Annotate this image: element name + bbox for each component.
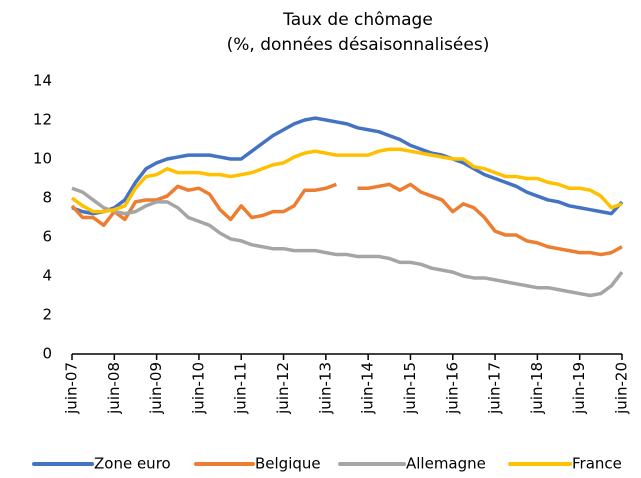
y-tick-label: 12 [33, 111, 52, 129]
x-tick-label: juin-12 [274, 362, 292, 415]
x-tick-label: juin-07 [63, 362, 81, 415]
series-line [357, 182, 623, 257]
x-tick-label: juin-18 [528, 362, 546, 415]
legend-label: Allemagne [406, 455, 486, 473]
y-tick-label: 14 [33, 72, 52, 90]
x-tick-label: juin-16 [443, 362, 461, 415]
x-tick-label: juin-08 [105, 362, 123, 415]
legend-label: Zone euro [94, 455, 171, 473]
y-tick-label: 6 [42, 228, 52, 246]
legend-label: France [572, 455, 622, 473]
legend-label: Belgique [255, 455, 321, 473]
chart-subtitle: (%, données désaisonnalisées) [227, 35, 490, 55]
x-tick-label: juin-15 [401, 362, 419, 415]
y-tick-label: 4 [42, 267, 52, 285]
series-line [70, 147, 623, 214]
series-line [70, 182, 338, 228]
y-tick-label: 2 [42, 306, 52, 324]
x-tick-label: juin-09 [147, 362, 165, 415]
chart-title: Taux de chômage [282, 10, 433, 30]
x-tick-label: juin-20 [613, 362, 631, 415]
x-tick-label: juin-17 [486, 362, 504, 415]
x-tick-label: juin-13 [316, 362, 334, 415]
y-tick-label: 8 [42, 189, 52, 207]
series-line [71, 116, 624, 216]
y-tick-label: 0 [42, 345, 52, 363]
x-tick-label: juin-19 [570, 362, 588, 415]
x-tick-label: juin-11 [232, 362, 250, 415]
x-tick-label: juin-10 [189, 362, 207, 415]
x-tick-label: juin-14 [359, 362, 377, 415]
series-line [71, 186, 624, 298]
y-tick-label: 10 [33, 150, 52, 168]
